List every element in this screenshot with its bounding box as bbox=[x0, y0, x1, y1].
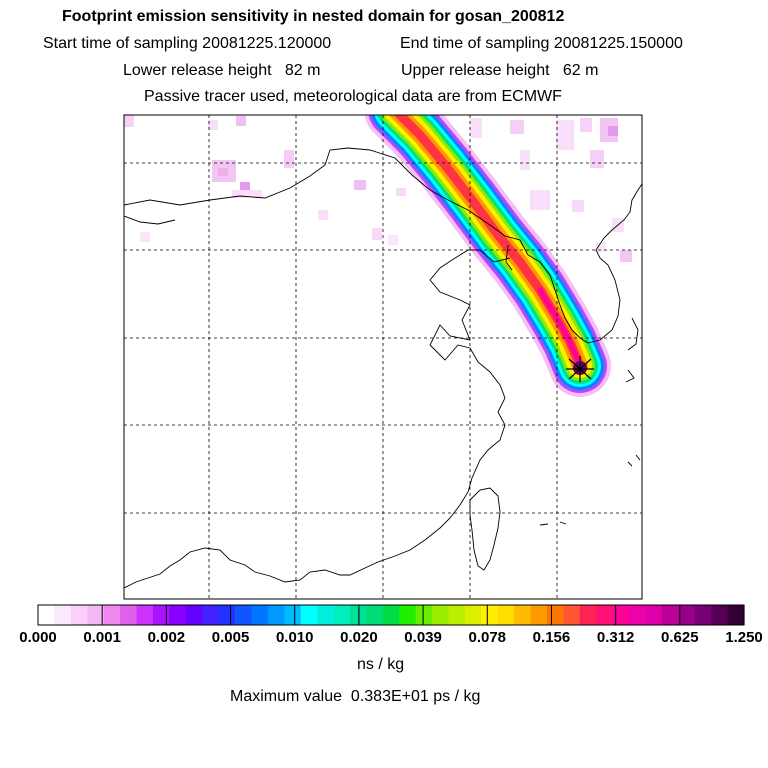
tracer-info-label: Passive tracer used, meteorological data… bbox=[144, 88, 562, 105]
colorbar-tick-label: 0.625 bbox=[661, 629, 699, 646]
map-frame bbox=[123, 114, 643, 600]
colorbar-cell bbox=[711, 605, 729, 625]
colorbar-cell bbox=[497, 605, 515, 625]
colorbar-tick-label: 0.078 bbox=[468, 629, 507, 646]
colorbar-cell bbox=[120, 605, 138, 625]
colorbar-cell bbox=[432, 605, 450, 625]
colorbar-tick-label: 0.001 bbox=[83, 629, 121, 646]
colorbar-cell bbox=[333, 605, 351, 625]
coastlines bbox=[124, 147, 642, 589]
colorbar-cell bbox=[629, 605, 647, 625]
colorbar-cell bbox=[661, 605, 679, 625]
colorbar-cell bbox=[448, 605, 466, 625]
colorbar-cell bbox=[596, 605, 614, 625]
start-time-label: Start time of sampling 20081225.120000 bbox=[43, 35, 332, 52]
colorbar-cell bbox=[218, 605, 236, 625]
colorbar-cell bbox=[38, 605, 56, 625]
colorbar-cell bbox=[415, 605, 433, 625]
colorbar-cell bbox=[169, 605, 187, 625]
colorbar-cell bbox=[284, 605, 302, 625]
upper-release-label: Upper release height 62 m bbox=[401, 62, 599, 79]
colorbar-cell bbox=[579, 605, 597, 625]
colorbar-cell bbox=[317, 605, 335, 625]
colorbar-tick-label: 0.002 bbox=[147, 629, 186, 646]
colorbar-cell bbox=[678, 605, 696, 625]
colorbar-tick-label: 1.250 bbox=[725, 629, 763, 646]
colorbar-cell bbox=[87, 605, 105, 625]
map-title: Footprint emission sensitivity in nested… bbox=[62, 8, 565, 25]
colorbar-cell bbox=[235, 605, 253, 625]
lat-lon-grid bbox=[124, 115, 642, 599]
colorbar-cell bbox=[70, 605, 88, 625]
colorbar-tick-label: 0.039 bbox=[404, 629, 442, 646]
colorbar-cell bbox=[514, 605, 532, 625]
colorbar-cell bbox=[152, 605, 170, 625]
end-time-label: End time of sampling 20081225.150000 bbox=[400, 35, 683, 52]
colorbar-tick-label: 0.156 bbox=[532, 629, 571, 646]
colorbar-cell bbox=[267, 605, 285, 625]
colorbar-unit-label: ns / kg bbox=[357, 656, 405, 673]
colorbar-cell bbox=[103, 605, 121, 625]
colorbar-cell bbox=[612, 605, 630, 625]
colorbar-cell bbox=[645, 605, 663, 625]
colorbar-cell bbox=[54, 605, 72, 625]
colorbar-cell bbox=[530, 605, 548, 625]
colorbar-cell bbox=[136, 605, 154, 625]
colorbar-cell bbox=[300, 605, 318, 625]
colorbar-cell bbox=[251, 605, 269, 625]
colorbar-tick-label: 0.005 bbox=[211, 629, 250, 646]
colorbar-cell bbox=[727, 605, 745, 625]
colorbar-cell bbox=[481, 605, 499, 625]
colorbar-cell bbox=[366, 605, 384, 625]
lower-release-label: Lower release height 82 m bbox=[123, 62, 321, 79]
colorbar-cell bbox=[382, 605, 400, 625]
footprint-plume bbox=[364, 115, 611, 397]
maximum-value-label: Maximum value 0.383E+01 ps / kg bbox=[230, 688, 481, 705]
colorbar-cell bbox=[399, 605, 417, 625]
colorbar-cell bbox=[694, 605, 712, 625]
colorbar-tick-label: 0.312 bbox=[596, 629, 635, 646]
sensitivity-speckles bbox=[124, 115, 632, 262]
receptor-marker bbox=[566, 356, 594, 382]
colorbar-cell bbox=[563, 605, 581, 625]
colorbar-cell bbox=[546, 605, 564, 625]
colorbar-cell bbox=[202, 605, 220, 625]
colorbar-tick-label: 0.000 bbox=[19, 629, 57, 646]
colorbar-tick-label: 0.020 bbox=[340, 629, 378, 646]
colorbar-tick-label: 0.010 bbox=[275, 629, 314, 646]
colorbar-cell bbox=[464, 605, 482, 625]
colorbar-cell bbox=[185, 605, 203, 625]
